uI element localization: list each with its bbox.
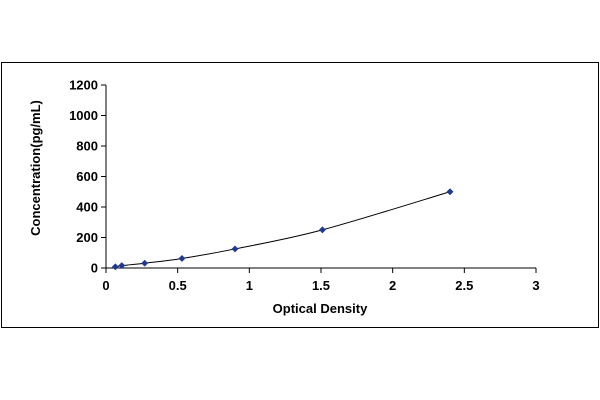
chart-frame bbox=[1, 62, 599, 328]
x-tick-label: 3 bbox=[532, 278, 539, 293]
x-tick-label: 2.5 bbox=[455, 278, 473, 293]
data-point bbox=[446, 188, 454, 196]
y-tick-label: 1000 bbox=[69, 108, 98, 123]
x-tick-label: 2 bbox=[389, 278, 396, 293]
y-tick-label: 800 bbox=[76, 139, 98, 154]
data-point bbox=[318, 226, 326, 234]
y-ticks: 0 200 400 600 800 1000 1200 bbox=[69, 78, 106, 276]
x-ticks: 0 0.5 1 1.5 2 2.5 3 bbox=[102, 268, 540, 293]
data-point bbox=[231, 245, 239, 253]
x-tick-label: 1 bbox=[246, 278, 253, 293]
x-tick-label: 0 bbox=[102, 278, 109, 293]
data-point bbox=[118, 262, 126, 270]
y-tick-label: 1200 bbox=[69, 78, 98, 93]
y-tick-label: 600 bbox=[76, 169, 98, 184]
x-tick-label: 1.5 bbox=[312, 278, 330, 293]
y-tick-label: 200 bbox=[76, 230, 98, 245]
x-tick-label: 0.5 bbox=[169, 278, 187, 293]
data-points bbox=[111, 188, 454, 271]
y-tick-label: 0 bbox=[91, 261, 98, 276]
data-point bbox=[141, 259, 149, 267]
y-tick-label: 400 bbox=[76, 200, 98, 215]
data-point bbox=[178, 254, 186, 263]
x-axis-title: Optical Density bbox=[273, 301, 368, 316]
data-point bbox=[111, 263, 119, 271]
y-axis-title: Concentration(pg/mL) bbox=[28, 100, 43, 236]
